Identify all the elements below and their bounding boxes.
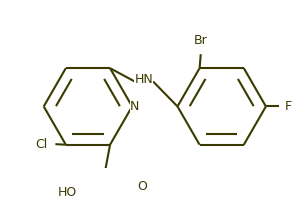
Text: HO: HO xyxy=(58,186,77,197)
Text: N: N xyxy=(130,100,139,113)
Text: Br: Br xyxy=(194,34,208,47)
Text: F: F xyxy=(284,100,291,113)
Text: O: O xyxy=(137,180,147,193)
Text: HN: HN xyxy=(134,73,153,86)
Text: Cl: Cl xyxy=(35,138,47,151)
